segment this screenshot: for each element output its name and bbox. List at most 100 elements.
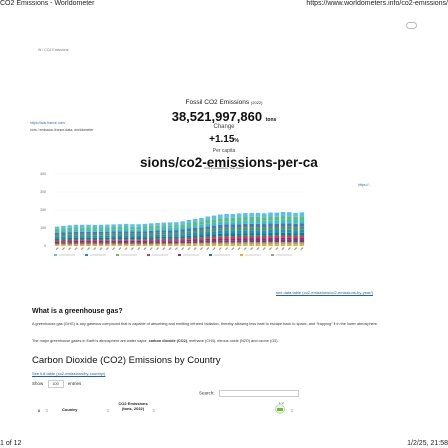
chart-bar-segment bbox=[149, 237, 154, 239]
legend-swatch[interactable] bbox=[147, 254, 150, 256]
chart-bar-segment bbox=[123, 223, 129, 227]
x-tick-label bbox=[256, 247, 260, 251]
chart-bar-segment bbox=[236, 224, 242, 228]
x-tick-label bbox=[99, 247, 103, 251]
chart-bar-segment bbox=[79, 235, 85, 238]
chart-bar-segment bbox=[86, 239, 91, 241]
major-gases-paragraph: The major greenhouse gases in Earth's at… bbox=[32, 339, 412, 343]
y-tick-label: 400 bbox=[40, 172, 46, 176]
chart-side-link[interactable]: https://... bbox=[358, 183, 372, 187]
x-tick-label bbox=[118, 247, 122, 251]
chart-bar bbox=[192, 218, 198, 246]
search-input[interactable] bbox=[218, 390, 299, 397]
side-link-1[interactable]: https://ads.france.com/ bbox=[30, 121, 66, 125]
entries-select[interactable]: 100 bbox=[47, 380, 64, 388]
legend-label[interactable] bbox=[183, 254, 199, 256]
legend-swatch[interactable] bbox=[178, 254, 181, 256]
chart-bar-segment bbox=[54, 243, 60, 246]
chart-bar-segment bbox=[274, 238, 280, 241]
x-tick-label bbox=[269, 247, 272, 251]
chart-bar-segment bbox=[130, 233, 135, 236]
chart-bar-segment bbox=[155, 240, 160, 242]
breadcrumb[interactable]: W / CO2 Emissions bbox=[38, 48, 69, 52]
y-tick-label: 300 bbox=[40, 190, 46, 194]
chart-bar-segment bbox=[218, 218, 223, 222]
chart-bar-segment bbox=[111, 242, 116, 244]
sort-icon[interactable]: ⇅ bbox=[152, 408, 156, 413]
chart-bar-segment bbox=[54, 236, 60, 239]
chart-bar-segment bbox=[174, 234, 179, 237]
chart-bar-segment bbox=[167, 227, 173, 231]
chart-bar-segment bbox=[161, 243, 167, 245]
sort-icon[interactable]: ⇅ bbox=[106, 408, 110, 413]
chart-bar-segment bbox=[261, 230, 267, 234]
chart-bar-segment bbox=[274, 242, 280, 245]
chart-bar-segment bbox=[224, 227, 229, 231]
chart-bar bbox=[130, 224, 135, 246]
chart-bar-segment bbox=[236, 242, 242, 245]
chart-bar-segment bbox=[186, 233, 192, 236]
th-country[interactable]: Country bbox=[62, 407, 78, 412]
chart-bar-segment bbox=[211, 231, 217, 235]
chart-bar-segment bbox=[280, 229, 286, 233]
legend-label[interactable] bbox=[214, 254, 230, 256]
chart-bar-segment bbox=[218, 242, 223, 245]
chart-bar bbox=[155, 222, 160, 246]
chart-bar-segment bbox=[243, 233, 248, 236]
chart-bar-segment bbox=[111, 224, 116, 227]
chart-bar-segment bbox=[192, 243, 198, 245]
sort-icon[interactable]: ⇅ bbox=[290, 408, 294, 413]
legend-label[interactable] bbox=[152, 254, 168, 256]
chart-bar-segment bbox=[192, 218, 198, 223]
side-link-2[interactable]: com / emission-france-data; worldometer bbox=[30, 128, 94, 132]
chart-bar-segment bbox=[98, 239, 104, 241]
chart-bar-segment bbox=[98, 231, 104, 234]
chart-bar-segment bbox=[155, 232, 160, 235]
see-full-table-link[interactable]: See full table (co2-emissions/by-country… bbox=[32, 371, 106, 376]
chart-bar-segment bbox=[73, 243, 79, 245]
legend-swatch[interactable] bbox=[271, 254, 274, 256]
chart-bar-segment bbox=[54, 238, 60, 240]
legend-swatch[interactable] bbox=[116, 254, 119, 256]
th-rank[interactable]: # bbox=[38, 408, 41, 413]
chart-bar-segment bbox=[123, 228, 129, 232]
chart-bar-segment bbox=[293, 242, 298, 245]
per-capita-url[interactable]: sions/co2-emissions-per-ca bbox=[140, 155, 318, 170]
chart-bar-segment bbox=[54, 242, 60, 244]
legend-swatch[interactable] bbox=[209, 254, 212, 256]
legend-swatch[interactable] bbox=[240, 254, 243, 256]
see-data-table-link[interactable]: see data table (co2-emissions/co2-emissi… bbox=[276, 290, 373, 295]
chart-bar-segment bbox=[92, 235, 98, 238]
legend-label[interactable] bbox=[90, 254, 106, 256]
chart-bar-segment bbox=[79, 229, 85, 232]
chart-bar-segment bbox=[149, 241, 154, 244]
legend-label[interactable] bbox=[276, 254, 292, 256]
chart-bar-segment bbox=[211, 244, 217, 246]
stat-change-unit: % bbox=[234, 138, 239, 144]
chart-bar bbox=[174, 222, 179, 246]
chart-bar-segment bbox=[299, 226, 305, 230]
th-co2-emissions[interactable]: CO2 Emissions (tons, 2022) bbox=[118, 401, 148, 411]
chart-bar bbox=[211, 215, 217, 246]
legend-label[interactable] bbox=[121, 254, 137, 256]
toggle-icon[interactable] bbox=[406, 22, 417, 29]
chart-bar-segment bbox=[161, 241, 167, 244]
chart-bar-segment bbox=[98, 224, 104, 228]
legend-label[interactable] bbox=[59, 254, 75, 256]
chart-bar-segment bbox=[155, 238, 160, 241]
sort-icon[interactable]: ⇅ bbox=[45, 408, 49, 413]
chart-bar-segment bbox=[105, 231, 110, 234]
chart-title: CO2 emissions by Year (tons) bbox=[204, 166, 244, 170]
chart-bar-segment bbox=[79, 240, 85, 243]
chart-bar bbox=[105, 224, 110, 246]
legend-label[interactable] bbox=[245, 254, 261, 256]
chart-bar-segment bbox=[236, 217, 242, 221]
chart-bar bbox=[92, 224, 98, 246]
x-tick-label bbox=[231, 247, 235, 251]
legend-swatch[interactable] bbox=[85, 254, 88, 256]
chart-bar-segment bbox=[161, 236, 167, 239]
chart-bar-segment bbox=[180, 224, 185, 228]
legend-swatch[interactable] bbox=[54, 254, 57, 256]
chart-bar-segment bbox=[79, 227, 85, 230]
chart-bar-segment bbox=[230, 213, 236, 218]
